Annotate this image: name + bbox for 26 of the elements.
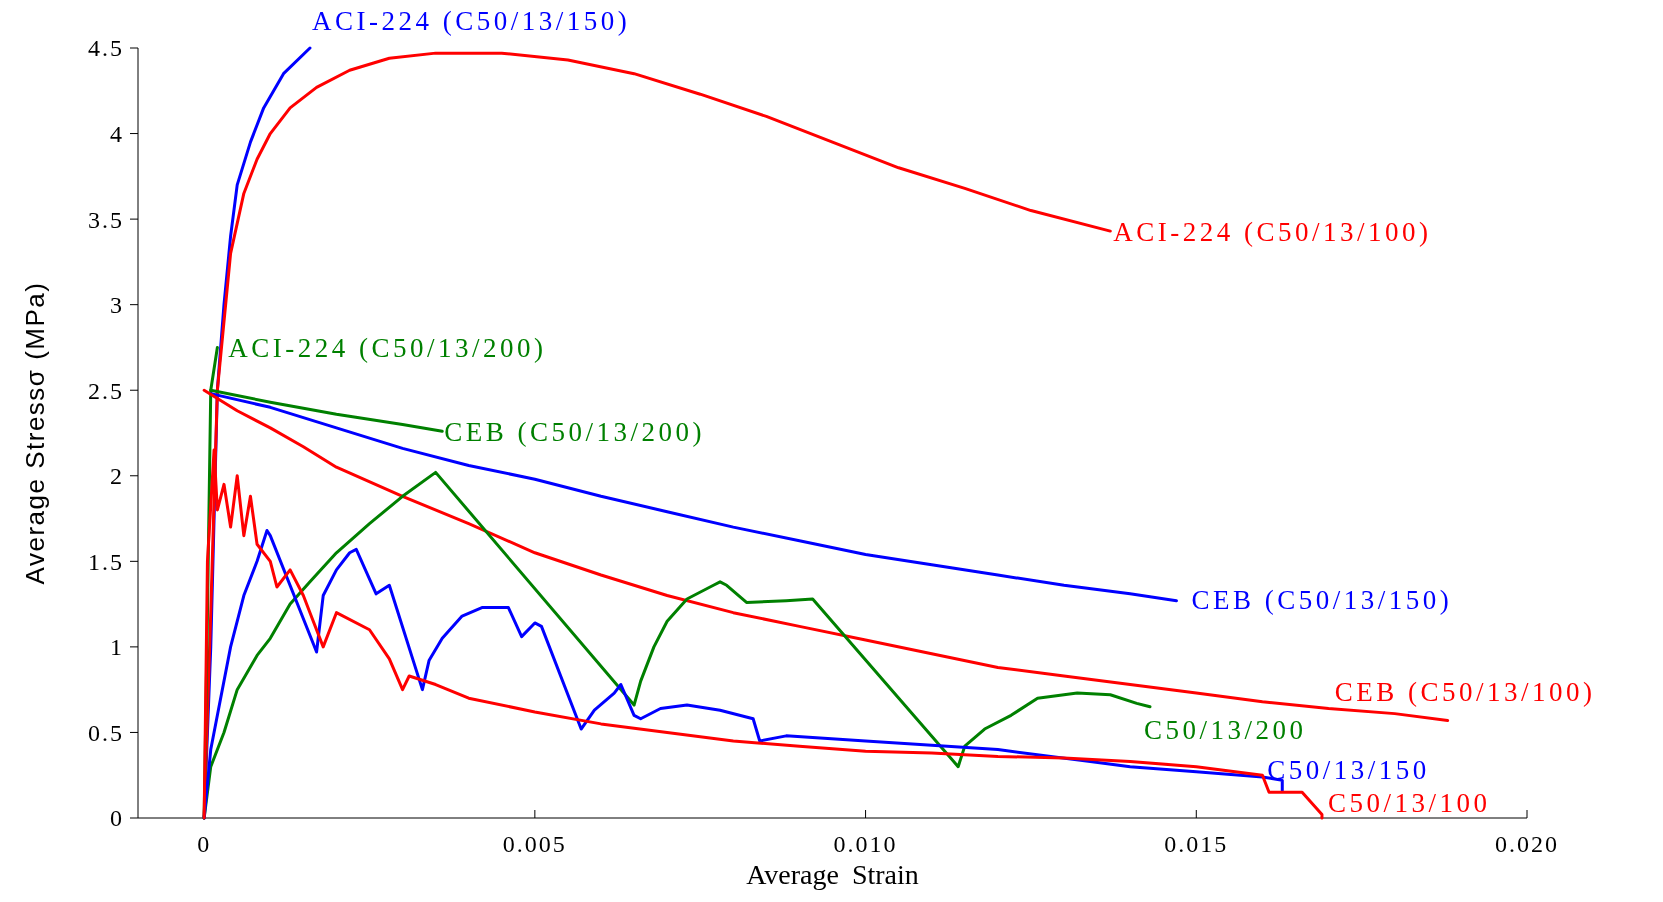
y-tick-label: 4.5 [88, 35, 124, 62]
series-label: ACI-224 (C50/13/150) [311, 6, 631, 36]
x-tick-label: 0.015 [1164, 831, 1229, 857]
series-label: C50/13/200 [1143, 714, 1307, 745]
series-label: ACI-224 (C50/13/100) [1113, 217, 1432, 248]
x-tick-label: 0.005 [502, 831, 567, 857]
y-tick-label: 3.5 [88, 206, 124, 233]
series-label: CEB (C50/13/200) [444, 417, 706, 448]
x-tick-label: 0.020 [1495, 831, 1559, 857]
y-tick-label: 4 [110, 120, 124, 147]
x-tick-label: 0 [197, 831, 212, 857]
y-tick-label: 2.5 [88, 377, 124, 404]
x-tick-label: 0.010 [833, 831, 898, 857]
y-tick-label: 1.5 [88, 548, 124, 575]
series-label: CEB (C50/13/100) [1334, 677, 1596, 708]
series-label: C50/13/100 [1327, 788, 1491, 818]
y-tick-label: 2 [110, 463, 124, 490]
series-label: ACI-224 (C50/13/200) [228, 333, 547, 364]
series-label: C50/13/150 [1267, 754, 1430, 785]
y-axis-title: Average Stressσ (MPa) [20, 281, 50, 585]
y-tick-label: 1 [110, 634, 124, 661]
x-axis-title: Average Strain [746, 859, 919, 890]
y-tick-label: 0 [110, 805, 124, 832]
y-tick-label: 3 [110, 292, 124, 319]
y-tick-label: 0.5 [88, 719, 124, 746]
series-label: CEB (C50/13/150) [1191, 584, 1453, 615]
